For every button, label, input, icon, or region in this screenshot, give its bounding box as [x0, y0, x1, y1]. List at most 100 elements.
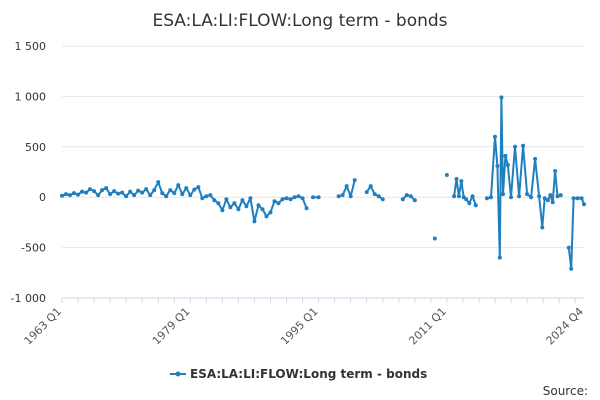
data-point[interactable]: [558, 193, 563, 198]
data-point[interactable]: [412, 198, 417, 203]
data-point[interactable]: [513, 144, 518, 149]
data-point[interactable]: [148, 193, 153, 198]
data-point[interactable]: [432, 236, 437, 241]
data-point[interactable]: [540, 225, 545, 230]
data-point[interactable]: [172, 191, 177, 196]
data-point[interactable]: [160, 191, 165, 196]
data-point[interactable]: [473, 203, 478, 208]
data-point[interactable]: [470, 194, 475, 199]
data-point[interactable]: [64, 192, 69, 197]
data-point[interactable]: [372, 192, 377, 197]
data-point[interactable]: [224, 197, 229, 202]
data-point[interactable]: [525, 192, 530, 197]
data-point[interactable]: [492, 134, 497, 139]
data-point[interactable]: [364, 190, 369, 195]
data-point[interactable]: [248, 196, 253, 201]
data-point[interactable]: [352, 178, 357, 183]
data-point[interactable]: [548, 193, 553, 198]
data-point[interactable]: [529, 195, 534, 200]
data-point[interactable]: [542, 196, 547, 201]
data-point[interactable]: [108, 192, 113, 197]
data-point[interactable]: [454, 177, 459, 182]
data-point[interactable]: [521, 143, 526, 148]
data-point[interactable]: [168, 188, 173, 193]
data-point[interactable]: [204, 194, 209, 199]
data-point[interactable]: [582, 202, 586, 207]
data-point[interactable]: [310, 195, 315, 200]
data-point[interactable]: [488, 195, 493, 200]
data-point[interactable]: [84, 190, 89, 195]
data-point[interactable]: [92, 189, 97, 194]
series-layer[interactable]: [60, 95, 586, 271]
data-point[interactable]: [579, 196, 584, 201]
data-point[interactable]: [244, 204, 249, 209]
data-point[interactable]: [505, 162, 510, 167]
data-point[interactable]: [280, 197, 285, 202]
data-point[interactable]: [68, 193, 73, 198]
data-point[interactable]: [76, 192, 81, 197]
data-point[interactable]: [116, 191, 121, 196]
data-point[interactable]: [152, 188, 157, 193]
data-point[interactable]: [256, 203, 261, 208]
data-point[interactable]: [503, 153, 508, 158]
data-point[interactable]: [509, 195, 514, 200]
data-point[interactable]: [164, 194, 169, 199]
data-point[interactable]: [264, 214, 269, 219]
data-point[interactable]: [60, 193, 64, 198]
data-point[interactable]: [484, 196, 489, 201]
data-point[interactable]: [340, 193, 345, 198]
data-point[interactable]: [550, 200, 555, 205]
data-point[interactable]: [276, 201, 281, 206]
data-point[interactable]: [296, 194, 301, 199]
data-point[interactable]: [80, 189, 85, 194]
data-point[interactable]: [456, 194, 461, 199]
data-point[interactable]: [553, 168, 558, 173]
data-point[interactable]: [300, 196, 305, 201]
data-point[interactable]: [555, 194, 560, 199]
data-point[interactable]: [348, 194, 353, 199]
data-point[interactable]: [344, 184, 349, 189]
data-point[interactable]: [144, 187, 149, 192]
data-point[interactable]: [304, 206, 309, 211]
data-point[interactable]: [452, 194, 457, 199]
data-point[interactable]: [196, 185, 201, 190]
legend[interactable]: ESA:LA:LI:FLOW:Long term - bonds: [170, 367, 427, 381]
data-point[interactable]: [120, 190, 125, 195]
data-point[interactable]: [284, 196, 289, 201]
data-point[interactable]: [380, 197, 385, 202]
data-point[interactable]: [400, 197, 405, 202]
data-point[interactable]: [569, 266, 574, 271]
data-point[interactable]: [232, 201, 237, 206]
data-point[interactable]: [575, 196, 580, 201]
data-point[interactable]: [240, 198, 245, 203]
data-point[interactable]: [497, 255, 502, 260]
data-point[interactable]: [112, 189, 117, 194]
data-point[interactable]: [104, 186, 109, 191]
data-point[interactable]: [140, 190, 145, 195]
data-point[interactable]: [408, 194, 413, 199]
data-point[interactable]: [184, 186, 189, 191]
data-point[interactable]: [88, 187, 93, 192]
data-point[interactable]: [467, 201, 472, 206]
data-point[interactable]: [533, 156, 538, 161]
data-point[interactable]: [132, 193, 137, 198]
data-point[interactable]: [156, 180, 161, 185]
data-point[interactable]: [292, 195, 297, 200]
data-point[interactable]: [288, 197, 293, 202]
data-point[interactable]: [192, 187, 197, 192]
data-point[interactable]: [404, 193, 409, 198]
data-point[interactable]: [96, 193, 101, 198]
data-point[interactable]: [268, 210, 273, 215]
data-point[interactable]: [566, 245, 571, 250]
data-point[interactable]: [200, 196, 205, 201]
data-point[interactable]: [459, 179, 464, 184]
data-point[interactable]: [517, 194, 522, 199]
data-point[interactable]: [495, 163, 500, 168]
data-point[interactable]: [501, 192, 506, 197]
data-point[interactable]: [571, 196, 576, 201]
data-point[interactable]: [228, 205, 233, 210]
data-point[interactable]: [316, 195, 321, 200]
data-point[interactable]: [212, 198, 217, 203]
data-point[interactable]: [376, 194, 381, 199]
data-point[interactable]: [545, 198, 550, 203]
